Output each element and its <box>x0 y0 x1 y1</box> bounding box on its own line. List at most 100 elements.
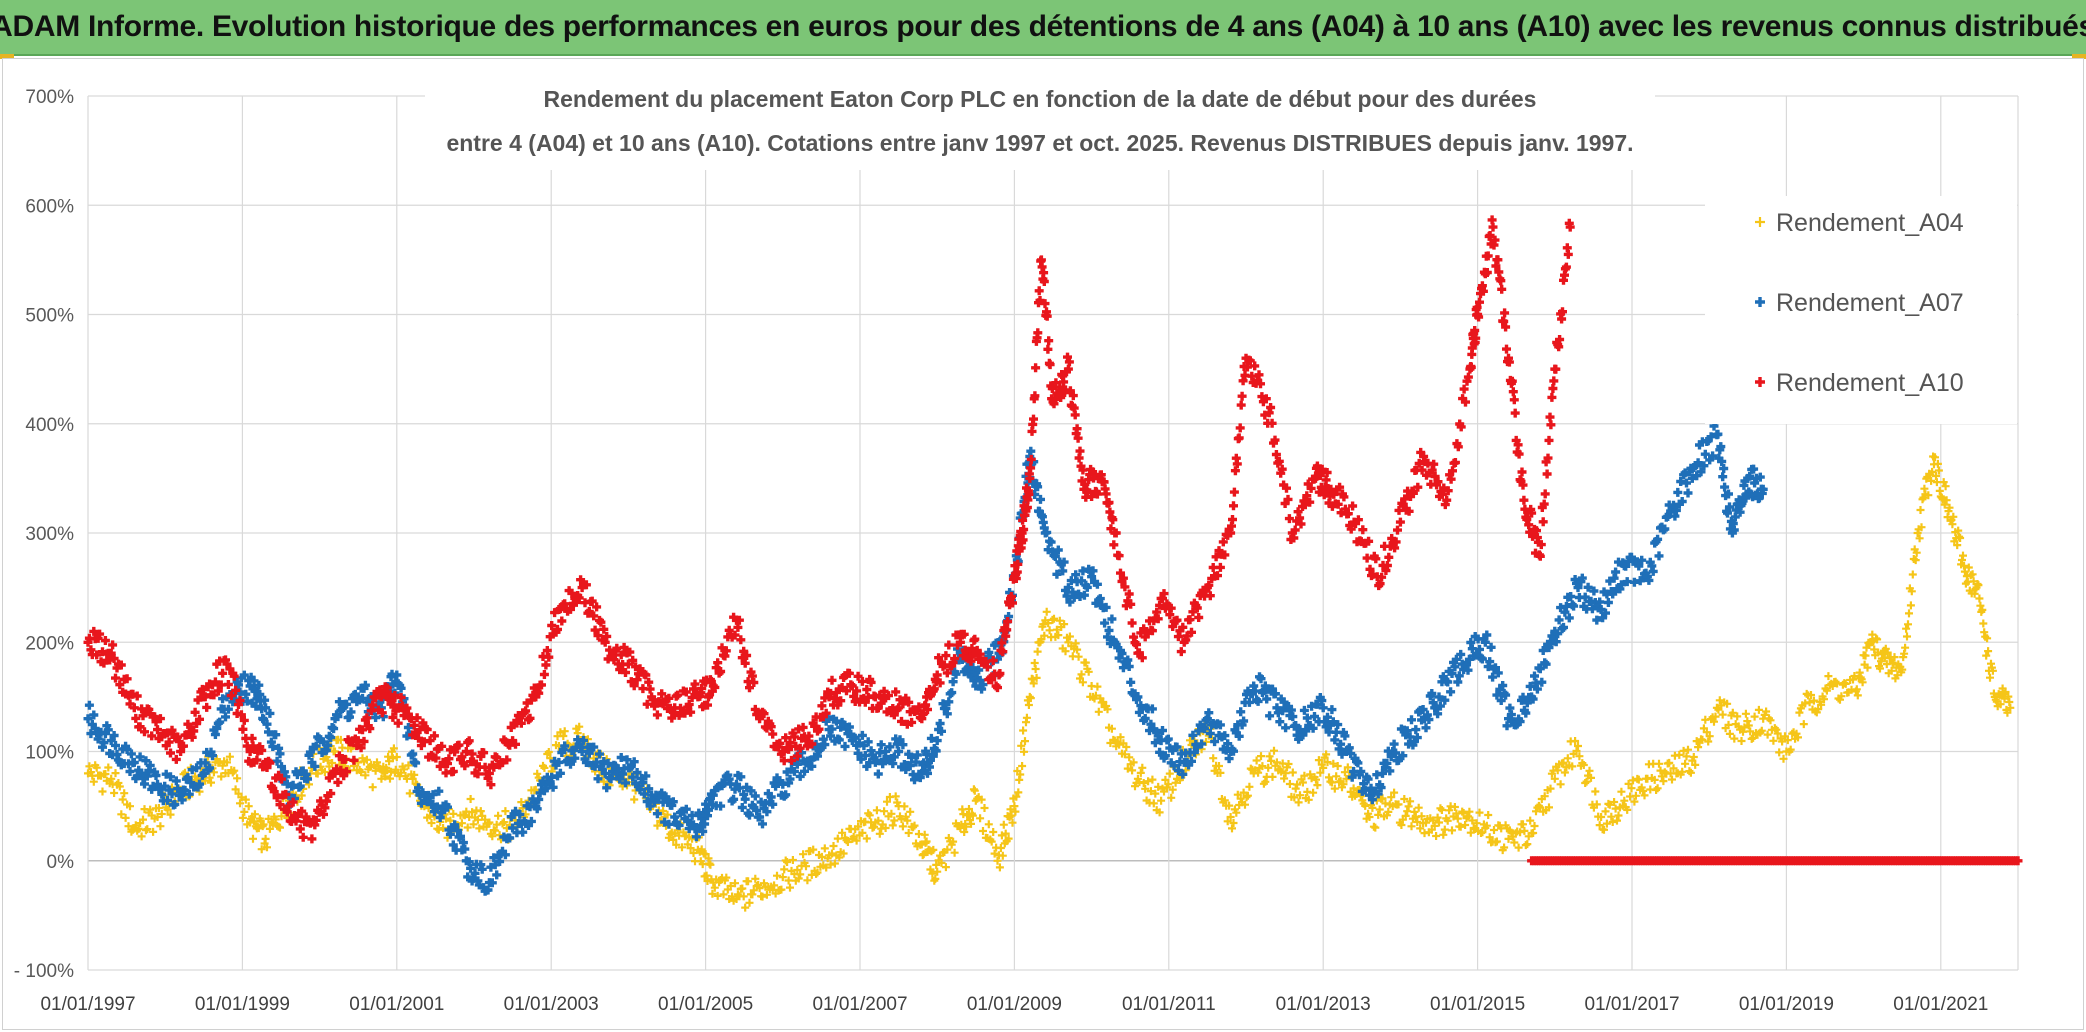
series-marker <box>1408 488 1418 498</box>
series-marker <box>1087 492 1097 501</box>
data-point <box>1435 818 1443 827</box>
x-axis: 01/01/1997 01/01/1999 01/01/2001 01/01/2003… <box>40 994 1988 1015</box>
data-point <box>1550 774 1559 783</box>
series-marker <box>795 743 805 753</box>
chart-frame <box>2 58 2084 1030</box>
series-marker <box>218 668 228 678</box>
series-marker <box>1125 753 1134 762</box>
series-marker <box>1677 497 1687 506</box>
series-marker <box>143 825 152 834</box>
series-marker <box>835 853 844 862</box>
series-marker <box>1178 769 1188 779</box>
series-marker <box>271 730 281 740</box>
series-marker <box>1007 811 1016 820</box>
series-marker <box>1443 816 1452 825</box>
series-marker <box>951 669 961 679</box>
data-point <box>1828 682 1837 690</box>
series-marker <box>645 684 655 694</box>
series-marker <box>1284 514 1294 524</box>
legend-marker <box>1755 377 1765 387</box>
series-marker <box>787 755 796 765</box>
series-marker <box>297 791 306 800</box>
series-marker <box>1071 639 1080 648</box>
series-marker <box>1339 780 1348 789</box>
series-marker <box>190 707 200 717</box>
series-marker <box>122 674 132 684</box>
series-marker <box>1863 663 1872 672</box>
series-marker <box>937 858 946 867</box>
series-marker <box>625 647 635 657</box>
series-marker <box>1382 758 1392 768</box>
series-marker <box>117 810 126 819</box>
series-marker <box>698 826 708 836</box>
series-marker <box>225 752 234 761</box>
series-marker <box>1387 793 1396 802</box>
series-marker <box>132 691 142 701</box>
series-marker <box>1289 533 1299 543</box>
series-marker <box>1773 729 1782 738</box>
series-marker <box>1720 482 1730 492</box>
series-marker <box>207 778 215 787</box>
series-marker <box>1103 705 1112 714</box>
series-marker <box>1032 673 1041 682</box>
series-marker <box>1256 379 1265 389</box>
series-marker <box>843 838 852 846</box>
series-marker <box>1454 671 1464 681</box>
series-marker <box>323 756 332 765</box>
series-marker <box>1400 494 1410 504</box>
series-marker <box>794 874 803 883</box>
series-marker <box>722 873 731 882</box>
series-marker <box>390 691 400 700</box>
series-marker <box>408 749 418 759</box>
series-marker <box>1187 627 1196 637</box>
series-marker <box>1983 634 1992 643</box>
series-marker <box>1755 472 1765 482</box>
series-marker <box>1082 582 1092 592</box>
series-marker <box>1728 708 1737 717</box>
series-marker <box>857 676 867 686</box>
series-marker <box>362 713 372 723</box>
series-marker <box>1520 826 1529 835</box>
series-marker <box>1939 478 1948 487</box>
series-marker <box>1323 712 1332 722</box>
series-marker <box>118 795 127 804</box>
series-marker <box>1837 692 1846 701</box>
series-marker <box>1814 705 1823 714</box>
series-marker <box>978 680 988 690</box>
series-marker <box>1555 335 1565 344</box>
series-marker <box>817 701 827 711</box>
series-marker <box>264 727 273 737</box>
series-marker <box>1343 509 1353 519</box>
series-marker <box>632 768 642 777</box>
series-marker <box>1675 750 1684 759</box>
series-marker <box>1111 528 1121 538</box>
series-Rendement_A10 <box>83 215 2023 866</box>
data-point <box>83 714 93 724</box>
series-marker <box>875 829 884 838</box>
series-marker <box>1205 729 1215 738</box>
series-marker <box>1236 707 1246 717</box>
series-marker <box>581 758 591 767</box>
series-marker <box>1104 498 1114 507</box>
series-marker <box>884 691 893 701</box>
series-marker <box>151 771 161 780</box>
series-marker <box>560 727 569 736</box>
series-marker <box>1035 296 1045 305</box>
series-marker <box>1092 579 1102 589</box>
series-marker <box>1209 754 1218 763</box>
series-marker <box>1256 674 1266 684</box>
y-tick-label: 500% <box>25 306 74 327</box>
series-marker <box>1362 553 1372 563</box>
series-marker <box>1669 764 1678 773</box>
series-marker <box>853 748 863 758</box>
series-marker <box>1745 471 1755 481</box>
series-marker <box>473 815 482 824</box>
series-marker <box>555 768 565 778</box>
series-marker <box>595 749 604 759</box>
series-marker <box>537 680 546 690</box>
series-marker <box>359 736 369 746</box>
series-marker <box>1681 759 1690 768</box>
series-marker <box>257 845 266 854</box>
series-marker <box>615 665 625 675</box>
series-marker <box>1437 806 1446 814</box>
